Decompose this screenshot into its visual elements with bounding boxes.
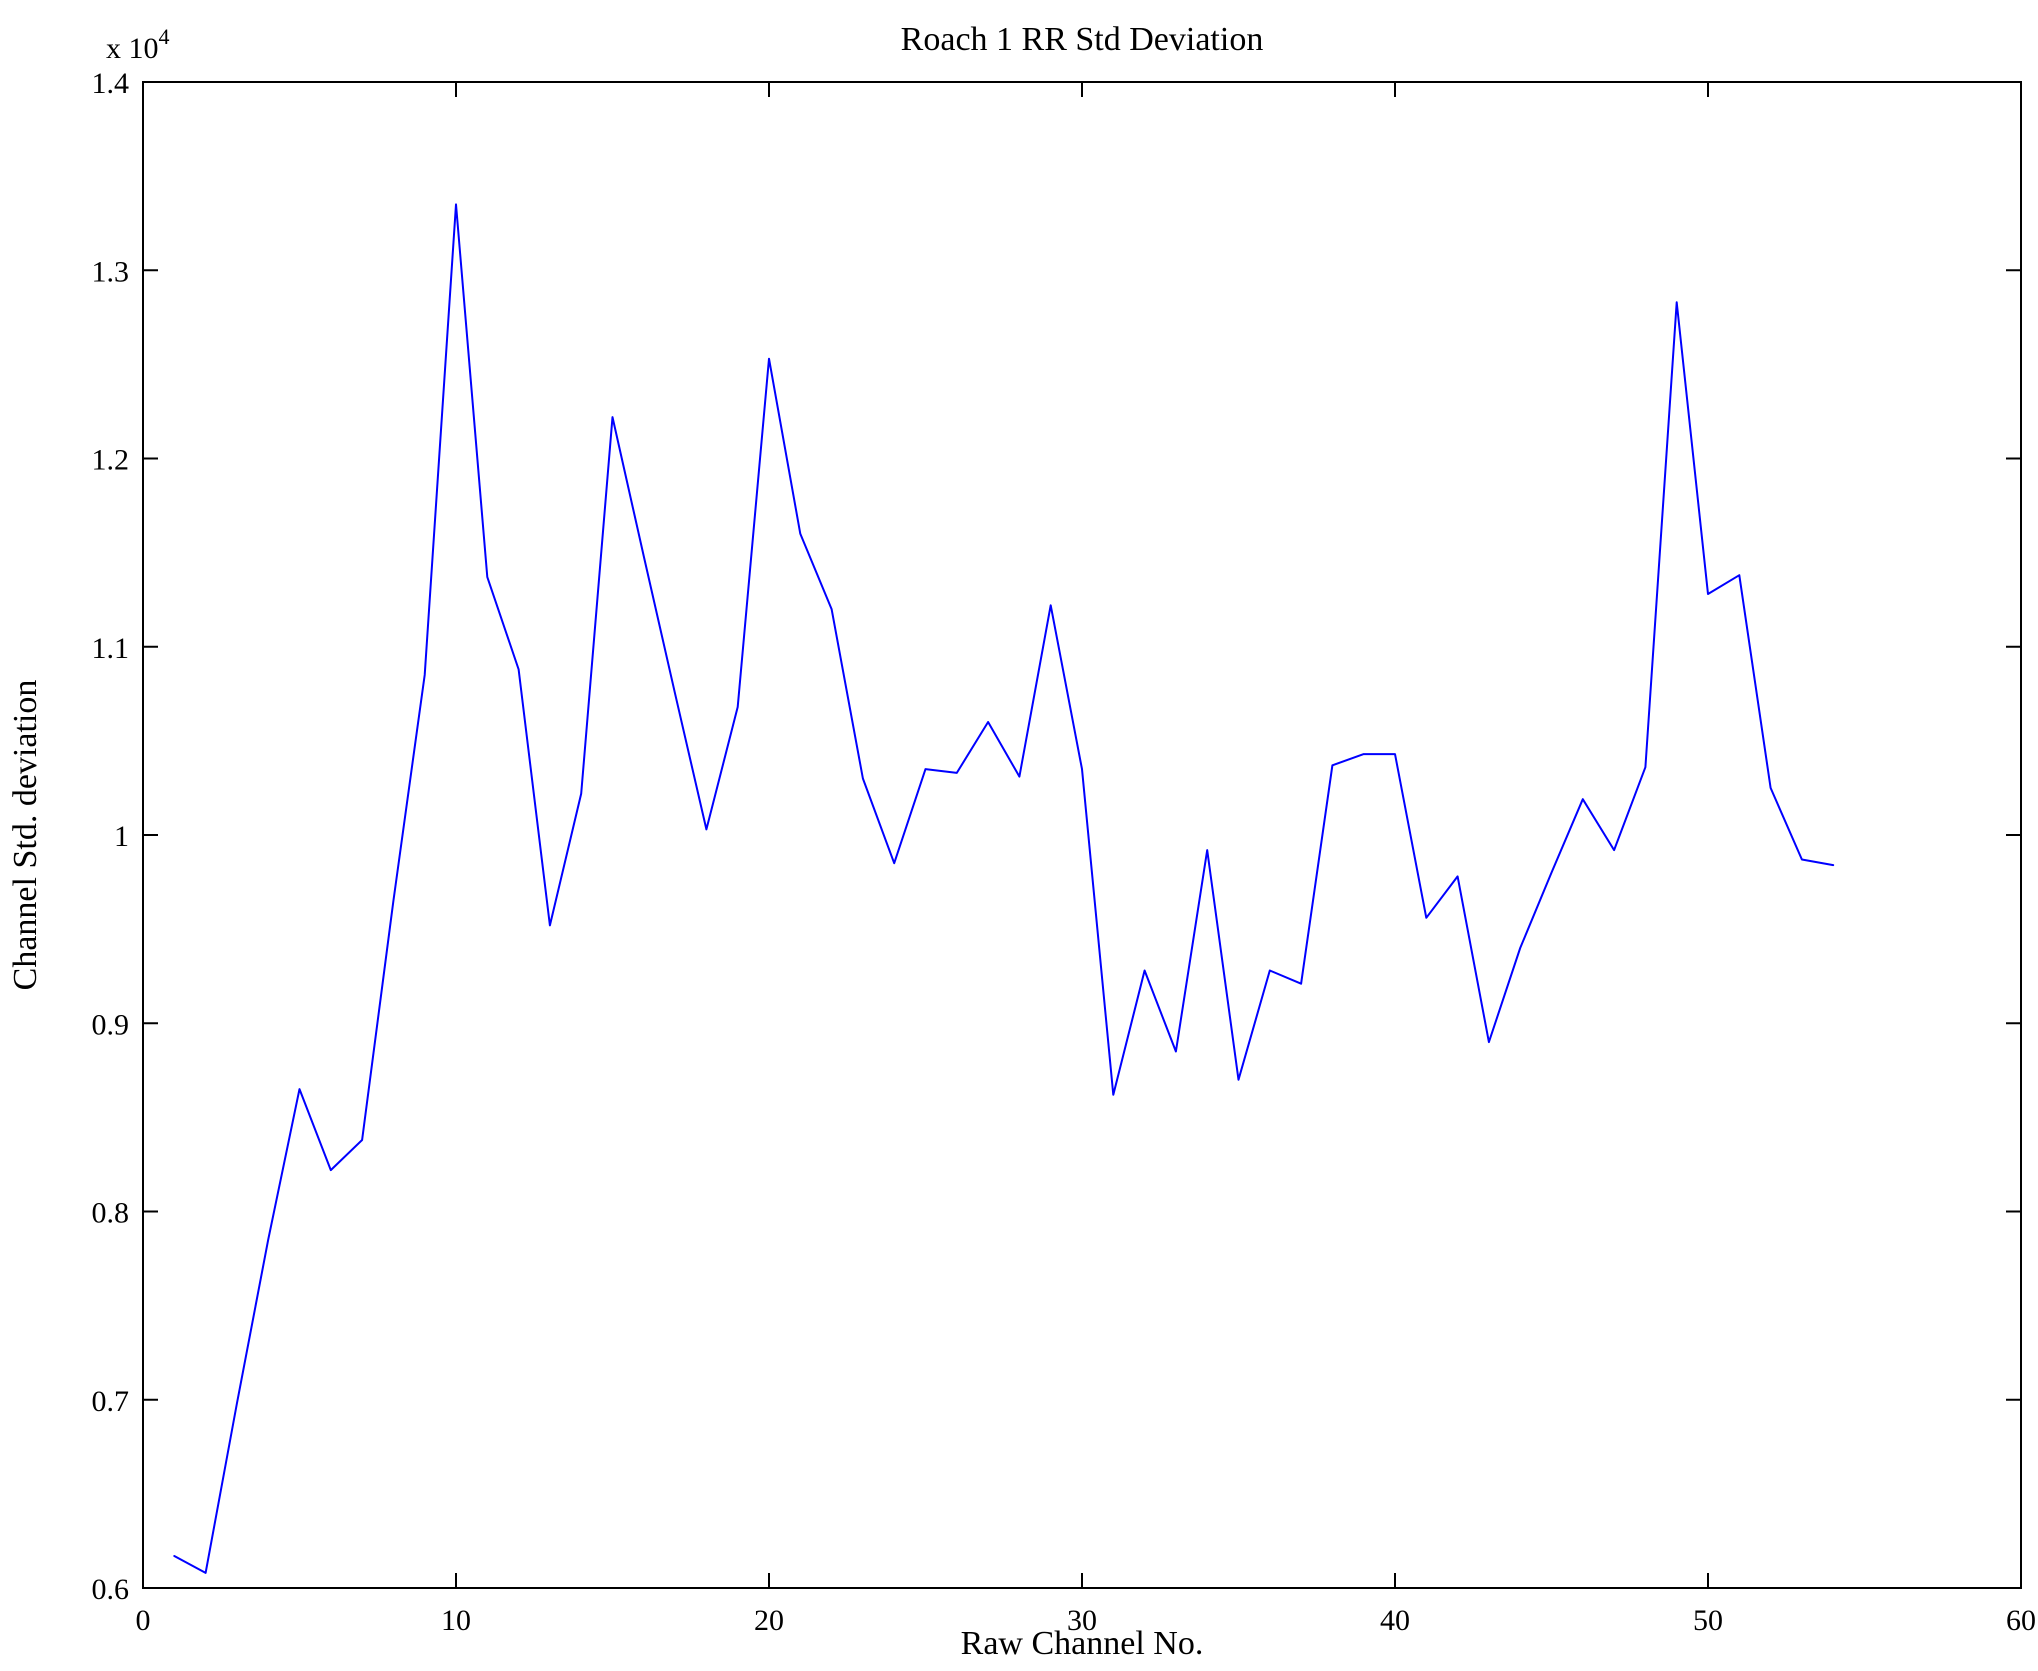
x-tick-label: 30 [1067,1604,1097,1637]
y-tick-label: 0.9 [92,1008,130,1041]
y-tick-label: 0.7 [92,1385,130,1418]
series-line [173,203,1835,1574]
y-tick-label: 1.3 [92,255,130,288]
x-tick-label: 20 [754,1604,784,1637]
x-tick-label: 40 [1380,1604,1410,1637]
plot-area-border [142,81,2022,1589]
tick-marks [142,81,2022,1589]
y-tick-label: 1.1 [92,632,130,665]
y-axis-multiplier-base: x 10 [106,32,159,65]
x-tick-label: 0 [136,1604,151,1637]
x-tick-label: 50 [1693,1604,1723,1637]
y-axis-multiplier-exponent: 4 [159,24,170,49]
chart-title: Roach 1 RR Std Deviation [901,21,1264,58]
x-tick-label: 60 [2006,1604,2036,1637]
y-axis-multiplier: x 104 [106,24,170,65]
y-tick-label: 1 [114,820,129,853]
y-tick-label: 1.2 [92,444,130,477]
y-tick-label: 0.8 [92,1197,130,1230]
x-tick-label: 10 [441,1604,471,1637]
y-tick-label: 1.4 [92,67,130,100]
data-series [173,203,1835,1574]
y-axis-label: Channel Std. deviation [7,680,44,991]
x-tick-labels: 0 10 20 30 40 50 60 [136,1604,2037,1637]
y-tick-labels: 0.6 0.7 0.8 0.9 1 1.1 1.2 1.3 1.4 [92,67,130,1606]
y-tick-label: 0.6 [92,1573,130,1606]
x-axis-label: Raw Channel No. [961,1625,1204,1662]
